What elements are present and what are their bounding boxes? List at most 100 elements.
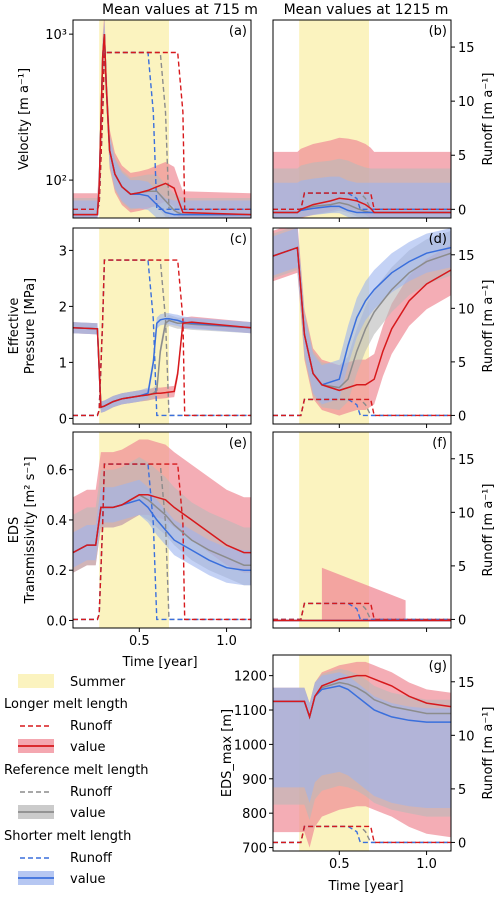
- panel-g-plot-area: [273, 655, 451, 851]
- y-tick-label-c: 0: [59, 412, 67, 427]
- y-tick-label-e: 0.0: [46, 614, 67, 629]
- runoff-line-longer-e: [73, 463, 251, 621]
- legend-longer-runoff-label: Runoff: [70, 719, 113, 734]
- panel-label-c: (c): [230, 232, 247, 247]
- legend-shorter-value-label: value: [70, 872, 106, 887]
- panel-e: (e) 0.0 0.2 0.4 0.6 0.5 1.0 EDS Transmissivity […: [7, 431, 252, 649]
- y-tick-label-c: 1: [59, 356, 67, 371]
- x-tick-label-e: 1.0: [216, 634, 237, 649]
- y-tick-label-g: 1000: [234, 738, 267, 753]
- panel-frame-f: [272, 431, 452, 629]
- runoff-line-longer-b: [273, 192, 451, 210]
- legend-reference-runoff-label: Runoff: [70, 785, 113, 800]
- runoff-tick-label-d: 10: [458, 302, 475, 317]
- panel-label-d: (d): [429, 232, 447, 247]
- panel-frame-d: [272, 227, 452, 425]
- panel-frame-e: [72, 431, 252, 629]
- panel-g: (g) 700 800 900 1000 1100 1200 0.5 1.0 0 5 10 15 Runo…: [220, 654, 496, 872]
- y-tick-label-g: 1200: [234, 670, 267, 685]
- x-axis-label-left: Time [year]: [121, 655, 197, 670]
- y-axis-label-e: Transmissivity [m² s⁻¹]: [23, 456, 38, 604]
- runoff-tick-label-g: 0: [458, 836, 466, 851]
- value-line-longer-b: [273, 197, 451, 214]
- panel-d-plot-area: [273, 228, 451, 424]
- y-axis-label-g: EDS_max [m]: [220, 709, 235, 797]
- y-axis-label-a: Velocity [m a⁻¹]: [17, 68, 32, 170]
- panel-a: (a) 10² 10³ Velocity [m a⁻¹]: [17, 19, 252, 222]
- band-shorter-c: [73, 313, 251, 413]
- runoff-tick-label-f: 10: [458, 506, 475, 521]
- band-shorter-g: [273, 672, 451, 808]
- band-shorter-d: [273, 228, 451, 405]
- panel-f: (f) 0 5 10 15 Runoff [m a⁻¹]: [272, 431, 496, 632]
- y-axis-label-e: EDS: [7, 517, 22, 543]
- panel-frame-a: [72, 19, 252, 219]
- panel-c-plot-area: [73, 228, 251, 424]
- panel-label-e: (e): [229, 436, 247, 451]
- runoff-axis-label-b: Runoff [m a⁻¹]: [481, 73, 496, 166]
- runoff-tick-label-g: 10: [458, 729, 475, 744]
- runoff-tick-label-d: 5: [458, 356, 466, 371]
- value-line-longer-d: [273, 246, 451, 392]
- runoff-line-longer-f: [273, 602, 451, 621]
- band-shorter-a: [73, 20, 251, 218]
- runoff-tick-label-g: 5: [458, 783, 466, 798]
- runoff-tick-label-d: 15: [458, 249, 475, 264]
- y-tick-label-c: 3: [59, 244, 67, 259]
- panel-f-plot-area: [273, 432, 451, 628]
- right-column-title: Mean values at 1215 m: [284, 2, 449, 18]
- legend-reference-heading: Reference melt length: [4, 763, 149, 778]
- runoff-tick-label-f: 15: [458, 453, 475, 468]
- runoff-tick-label-b: 15: [458, 41, 475, 56]
- legend-longer-heading: Longer melt length: [4, 697, 128, 712]
- panel-frame-b: [272, 19, 452, 219]
- legend-longer-value-label: value: [70, 740, 106, 755]
- y-tick-label-g: 1100: [234, 704, 267, 719]
- panel-d: (d) 0 5 10 15 Runoff [m a⁻¹]: [272, 227, 496, 428]
- band-longer-f: [321, 567, 406, 621]
- panel-b: (b) 0 5 10 15 Runoff [m a⁻¹]: [272, 19, 496, 222]
- panel-frame-g: [272, 654, 452, 852]
- legend-reference-value-label: value: [70, 806, 106, 821]
- legend-shorter-heading: Shorter melt length: [4, 829, 131, 844]
- runoff-line-longer-a: [73, 51, 251, 210]
- runoff-tick-label-f: 5: [458, 560, 466, 575]
- runoff-line-longer-c: [73, 259, 251, 417]
- value-line-longer-g: [273, 674, 451, 720]
- y-tick-label-g: 800: [242, 807, 267, 822]
- runoff-tick-label-g: 15: [458, 676, 475, 691]
- runoff-line-longer-d: [273, 398, 451, 417]
- runoff-axis-label-d: Runoff [m a⁻¹]: [481, 280, 496, 373]
- runoff-tick-label-b: 10: [458, 95, 475, 110]
- value-line-longer-a: [73, 34, 251, 216]
- runoff-axis-label-g: Runoff [m a⁻¹]: [481, 707, 496, 800]
- x-axis-label-right: Time [year]: [327, 879, 403, 894]
- runoff-tick-label-b: 5: [458, 149, 466, 164]
- y-tick-label-e: 0.2: [46, 564, 67, 579]
- x-tick-label-g: 0.5: [329, 857, 350, 872]
- runoff-tick-label-f: 0: [458, 613, 466, 628]
- runoff-tick-label-b: 0: [458, 203, 466, 218]
- panel-e-plot-area: [73, 432, 251, 628]
- panel-label-a: (a): [229, 24, 247, 39]
- panel-c: (c) 0 1 2 3 Effective Pressure [MPa]: [7, 227, 252, 428]
- y-tick-label-e: 0.4: [46, 514, 67, 529]
- y-tick-label-a: 10³: [45, 28, 67, 43]
- legend-summer-swatch: [18, 674, 54, 688]
- left-column-title: Mean values at 715 m: [102, 2, 258, 18]
- legend-summer-label: Summer: [70, 675, 126, 690]
- runoff-tick-label-d: 0: [458, 409, 466, 424]
- y-tick-label-g: 700: [242, 842, 267, 857]
- runoff-axis-label-f: Runoff [m a⁻¹]: [481, 484, 496, 577]
- panel-label-g: (g): [429, 659, 447, 674]
- panel-a-plot-area: [73, 20, 251, 218]
- panel-label-b: (b): [429, 24, 447, 39]
- legend-shorter-runoff-label: Runoff: [70, 851, 113, 866]
- y-tick-label-g: 900: [242, 773, 267, 788]
- y-tick-label-c: 2: [59, 300, 67, 315]
- panel-b-plot-area: [273, 20, 451, 218]
- value-line-longer-e: [73, 494, 251, 554]
- x-tick-label-e: 0.5: [129, 634, 150, 649]
- panel-frame-c: [72, 227, 252, 425]
